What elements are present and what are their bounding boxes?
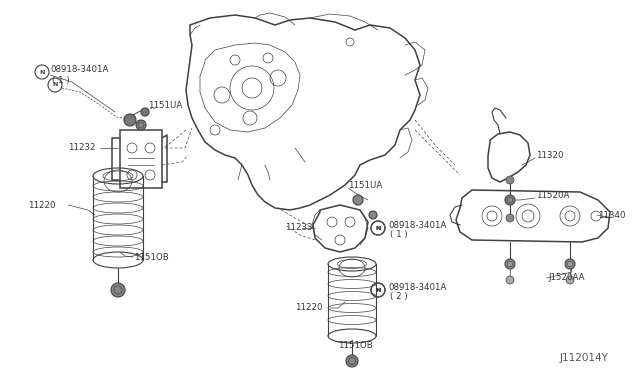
Text: 11340: 11340 [598, 211, 625, 219]
Text: 11233: 11233 [285, 224, 312, 232]
Circle shape [506, 276, 514, 284]
Text: 08918-3401A: 08918-3401A [50, 65, 108, 74]
Text: ( 1 ): ( 1 ) [390, 231, 408, 240]
Circle shape [369, 211, 377, 219]
Circle shape [505, 259, 515, 269]
Circle shape [346, 355, 358, 367]
Text: 1151OB: 1151OB [134, 253, 169, 262]
Text: N: N [375, 225, 381, 231]
Text: N: N [375, 288, 381, 292]
Text: 11220: 11220 [295, 304, 323, 312]
Text: J112014Y: J112014Y [560, 353, 609, 363]
Circle shape [506, 214, 514, 222]
Circle shape [506, 176, 514, 184]
Text: ( 1 ): ( 1 ) [52, 76, 70, 84]
Text: 1151UA: 1151UA [148, 100, 182, 109]
Text: N: N [375, 288, 381, 292]
Text: J1520AA: J1520AA [548, 273, 584, 282]
Text: 11232: 11232 [68, 144, 95, 153]
Text: 11320: 11320 [536, 151, 563, 160]
Circle shape [505, 195, 515, 205]
Text: N: N [39, 70, 45, 74]
Circle shape [141, 108, 149, 116]
Circle shape [565, 259, 575, 269]
Text: ( 2 ): ( 2 ) [390, 292, 408, 301]
Text: 1151OB: 1151OB [338, 340, 372, 350]
Text: 11520A: 11520A [536, 190, 570, 199]
Text: N: N [375, 225, 381, 231]
Text: N: N [52, 83, 58, 87]
Circle shape [353, 195, 363, 205]
Circle shape [111, 283, 125, 297]
Text: 11220: 11220 [28, 201, 56, 209]
Text: 08918-3401A: 08918-3401A [388, 221, 446, 230]
Text: 1151UA: 1151UA [348, 180, 382, 189]
Circle shape [136, 120, 146, 130]
Text: 08918-3401A: 08918-3401A [388, 282, 446, 292]
Circle shape [566, 276, 574, 284]
Circle shape [124, 114, 136, 126]
